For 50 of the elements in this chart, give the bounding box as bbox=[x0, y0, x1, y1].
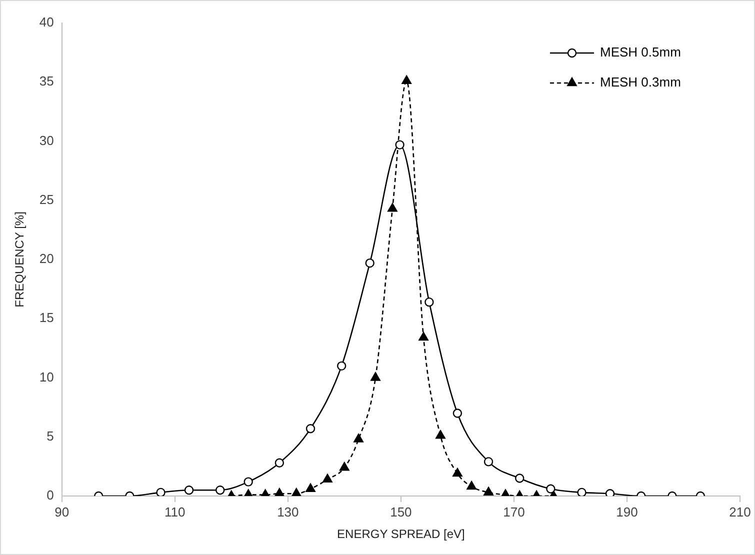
point bbox=[484, 486, 494, 496]
x-axis-title: ENERGY SPREAD [eV] bbox=[337, 527, 465, 542]
y-tick-label: 35 bbox=[39, 74, 54, 89]
point bbox=[436, 430, 446, 439]
x-tick-label: 210 bbox=[729, 504, 751, 520]
x-tick-label: 170 bbox=[503, 504, 525, 520]
x-tick-label: 150 bbox=[390, 504, 412, 520]
point bbox=[274, 488, 284, 496]
y-tick-label: 0 bbox=[46, 488, 54, 503]
point bbox=[395, 140, 404, 150]
point bbox=[452, 408, 462, 418]
y-tick-label: 40 bbox=[39, 14, 54, 30]
y-tick-label: 15 bbox=[39, 310, 54, 326]
point bbox=[466, 480, 476, 490]
y-axis-title: FREQUENCY [%] bbox=[12, 212, 27, 308]
point bbox=[546, 484, 556, 494]
point bbox=[365, 258, 374, 268]
point bbox=[339, 462, 350, 471]
point bbox=[244, 477, 253, 486]
point bbox=[515, 474, 524, 483]
point bbox=[424, 297, 434, 307]
point bbox=[184, 485, 194, 495]
point bbox=[215, 485, 225, 495]
point bbox=[291, 488, 302, 496]
point bbox=[388, 203, 398, 212]
x-tick-label: 90 bbox=[54, 504, 70, 520]
x-tick-label: 110 bbox=[164, 504, 186, 520]
point bbox=[306, 424, 316, 434]
y-tick-label: 20 bbox=[39, 251, 54, 266]
point bbox=[402, 75, 412, 84]
point bbox=[418, 332, 428, 341]
x-tick-label: 190 bbox=[616, 504, 638, 520]
y-tick-label: 30 bbox=[39, 132, 54, 148]
y-tick-label: 25 bbox=[39, 192, 54, 207]
point bbox=[354, 434, 364, 442]
legend-label: MESH 0.5mm bbox=[600, 44, 681, 60]
point bbox=[322, 474, 332, 483]
point bbox=[577, 488, 586, 496]
point bbox=[370, 372, 380, 381]
point bbox=[336, 361, 346, 371]
point bbox=[452, 468, 462, 477]
x-tick-label: 130 bbox=[277, 504, 299, 520]
y-tick-label: 10 bbox=[39, 369, 54, 384]
legend-label: MESH 0.3mm bbox=[600, 74, 681, 90]
point bbox=[156, 488, 166, 496]
point bbox=[306, 483, 316, 492]
point bbox=[605, 489, 615, 496]
point bbox=[274, 458, 284, 468]
y-tick-label: 5 bbox=[46, 428, 54, 444]
point bbox=[484, 457, 494, 466]
